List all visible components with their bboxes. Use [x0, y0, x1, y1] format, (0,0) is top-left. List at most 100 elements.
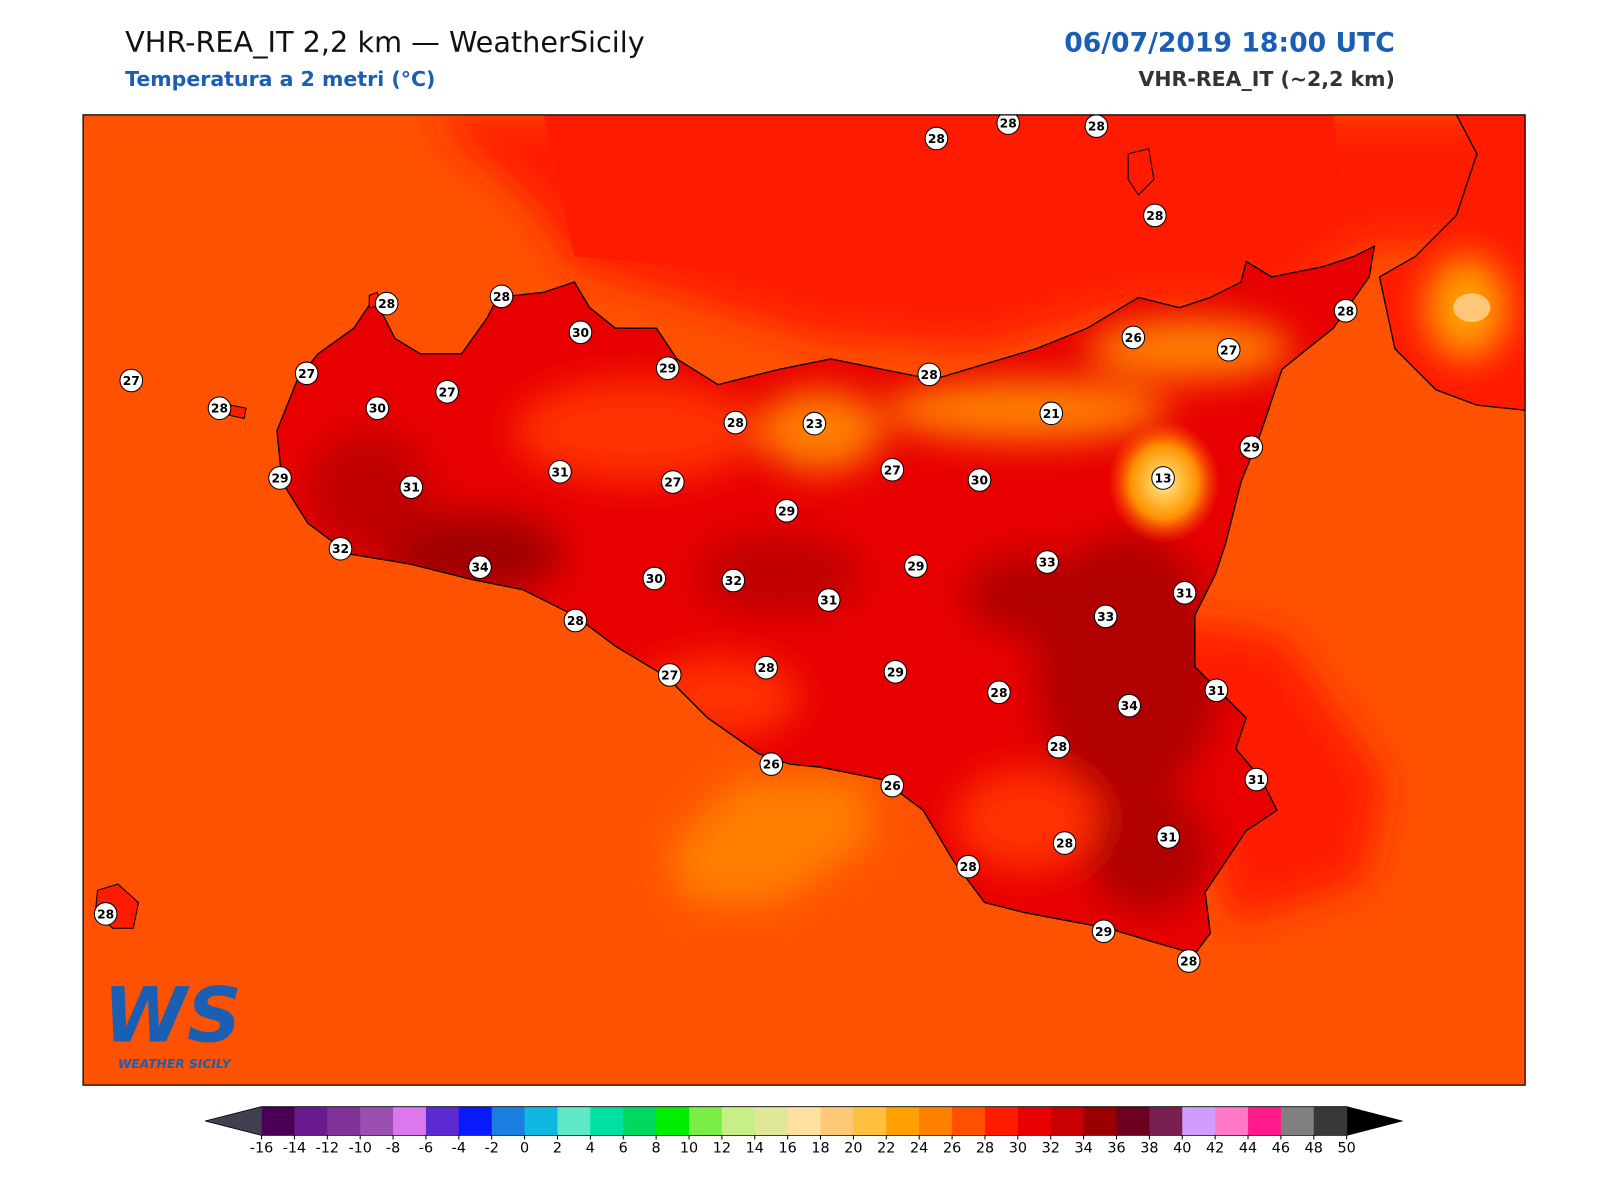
model-label: VHR-REA_IT (~2,2 km): [1139, 67, 1395, 91]
station-marker: [967, 468, 992, 492]
station-marker: [1093, 604, 1118, 629]
station-value: 29: [907, 560, 924, 574]
station-value: 32: [725, 574, 742, 588]
colorbar-tick-label: 28: [976, 1141, 994, 1157]
station-marker: [1333, 298, 1358, 323]
colorbar-swatch: [1149, 1106, 1183, 1136]
colorbar-tick-label: 16: [779, 1141, 797, 1157]
colorbar-swatch: [1215, 1106, 1249, 1136]
colorbar-swatch: [590, 1106, 624, 1136]
station-marker: [489, 284, 514, 309]
station-value: 31: [403, 481, 420, 495]
station-marker: [1244, 767, 1269, 792]
logo-letters: WS: [103, 971, 241, 1059]
colorbar-tick-label: -8: [386, 1141, 400, 1157]
colorbar-swatch: [721, 1106, 756, 1136]
station-marker: [207, 396, 232, 420]
station-marker: [642, 566, 667, 591]
colorbar-swatch: [952, 1106, 986, 1136]
colorbar-tick-label: 10: [680, 1141, 698, 1157]
station-value: 31: [551, 465, 568, 479]
station-value: 32: [332, 542, 349, 556]
station-value: 31: [820, 594, 837, 608]
colorbar-swatch: [754, 1106, 789, 1136]
station-marker: [1239, 435, 1264, 459]
station-value: 30: [646, 572, 663, 586]
colorbar-swatch: [623, 1106, 657, 1136]
colorbar-swatch: [1017, 1106, 1052, 1136]
colorbar-tick-label: 4: [586, 1141, 595, 1157]
station-value: 28: [727, 416, 744, 430]
station-marker: [661, 470, 685, 494]
map-frame: [82, 114, 1526, 1086]
colorbar-tick-label: 18: [811, 1141, 829, 1157]
colorbar-tick-label: 32: [1042, 1141, 1060, 1157]
station-value: 28: [990, 686, 1007, 700]
station-marker: [1172, 581, 1197, 605]
station-value: 34: [471, 561, 488, 575]
station-marker: [996, 114, 1020, 135]
station-marker: [1084, 114, 1109, 138]
colorbar-swatch: [787, 1106, 822, 1136]
station-value: 28: [378, 297, 395, 311]
station-marker: [1156, 825, 1180, 849]
station-marker: [904, 554, 928, 578]
colorbar-swatch: [656, 1106, 690, 1136]
colorbar-tick-label: 20: [844, 1141, 862, 1157]
colorbar-tick-label: 8: [652, 1141, 661, 1157]
colorbar-swatch: [886, 1106, 920, 1136]
station-marker: [93, 902, 118, 926]
station-value: 13: [1155, 471, 1172, 485]
station-marker: [657, 663, 682, 687]
colorbar-tick-label: 42: [1206, 1141, 1224, 1157]
colorbar-tick-label: 6: [619, 1141, 628, 1157]
station-marker: [365, 396, 390, 420]
station-value: 30: [572, 326, 589, 340]
colorbar-tick-label: 0: [520, 1141, 529, 1157]
colorbar-swatch: [1050, 1106, 1085, 1136]
station-marker: [1176, 949, 1201, 973]
colorbar-tick-label: 12: [713, 1141, 731, 1157]
station-value: 28: [1337, 304, 1354, 318]
station-value: 28: [567, 614, 584, 628]
station-marker: [802, 411, 827, 436]
station-marker: [268, 466, 292, 490]
station-value: 29: [778, 504, 795, 518]
station-value: 33: [1097, 610, 1114, 624]
station-marker: [548, 460, 572, 484]
colorbar-swatch: [1248, 1106, 1282, 1136]
station-marker: [883, 659, 908, 684]
station-value: 29: [1095, 925, 1112, 939]
station-value: 27: [884, 463, 901, 477]
station-marker: [1151, 466, 1175, 490]
map: 28 28 28 28 28 28 30 27 27 28 30 27 29 28 26 27 28 28 23 21…: [83, 114, 1526, 1086]
colorbar-tick-label: 50: [1338, 1141, 1356, 1157]
station-value: 28: [211, 402, 228, 416]
station-value: 27: [298, 367, 315, 381]
colorbar-swatch: [1280, 1106, 1315, 1136]
colorbar-swatch: [458, 1106, 493, 1136]
station-value: 30: [971, 474, 988, 488]
station-marker: [917, 362, 942, 387]
colorbar-tick-label: 30: [1009, 1141, 1027, 1157]
station-value: 28: [1056, 837, 1073, 851]
colorbar-swatch: [1182, 1106, 1216, 1136]
station-value: 28: [928, 132, 945, 146]
station-value: 29: [271, 471, 288, 485]
station-value: 30: [369, 402, 386, 416]
station-marker: [294, 361, 319, 386]
station-marker: [1204, 678, 1229, 703]
colorbar-tick-label: 44: [1239, 1141, 1257, 1157]
island: [1127, 148, 1155, 196]
colorbar-swatch: [294, 1106, 328, 1136]
station-value: 28: [97, 907, 114, 921]
colorbar-swatch: [984, 1106, 1019, 1136]
subtitle: Temperatura a 2 metri (°C): [125, 67, 435, 91]
station-marker: [1216, 337, 1241, 362]
sicily-field: [307, 317, 1293, 913]
colorbar-under: [205, 1106, 262, 1136]
colorbar-tick-label: 38: [1140, 1141, 1158, 1157]
datetime: 06/07/2019 18:00 UTC: [1064, 28, 1395, 59]
